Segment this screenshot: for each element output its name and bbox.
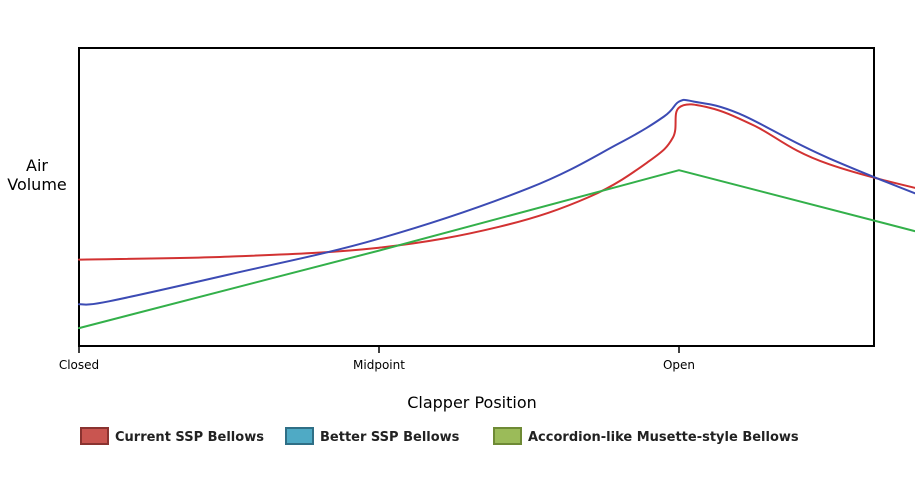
legend-swatch	[80, 427, 109, 445]
legend-item: Current SSP Bellows	[80, 427, 264, 445]
legend-swatch	[285, 427, 314, 445]
legend-item: Accordion-like Musette-style Bellows	[493, 427, 799, 445]
x-axis-title: Clapper Position	[407, 393, 537, 412]
legend-swatch	[493, 427, 522, 445]
legend-label: Accordion-like Musette-style Bellows	[528, 430, 799, 445]
y-axis-title-line-1: Air	[26, 156, 48, 175]
legend-label: Current SSP Bellows	[115, 430, 264, 445]
series-layer	[78, 98, 915, 330]
x-tick-label: Open	[663, 358, 695, 372]
x-tick-label: Midpoint	[353, 358, 405, 372]
x-ticks: ClosedMidpointOpenMidpointClosedMidpoint	[59, 346, 695, 372]
legend-item: Better SSP Bellows	[285, 427, 460, 445]
legend: Current SSP Bellows Better SSP Bellows Acc…	[80, 427, 799, 445]
plot-frame	[78, 47, 875, 347]
series-line-current-ssp-bellows	[78, 103, 915, 261]
series-line-better-ssp-bellows	[78, 98, 915, 306]
legend-label: Better SSP Bellows	[320, 430, 460, 445]
x-tick-label: Closed	[59, 358, 99, 372]
series-line-accordion-musette-bellows	[78, 169, 915, 330]
y-axis-title-line-2: Volume	[7, 175, 67, 194]
